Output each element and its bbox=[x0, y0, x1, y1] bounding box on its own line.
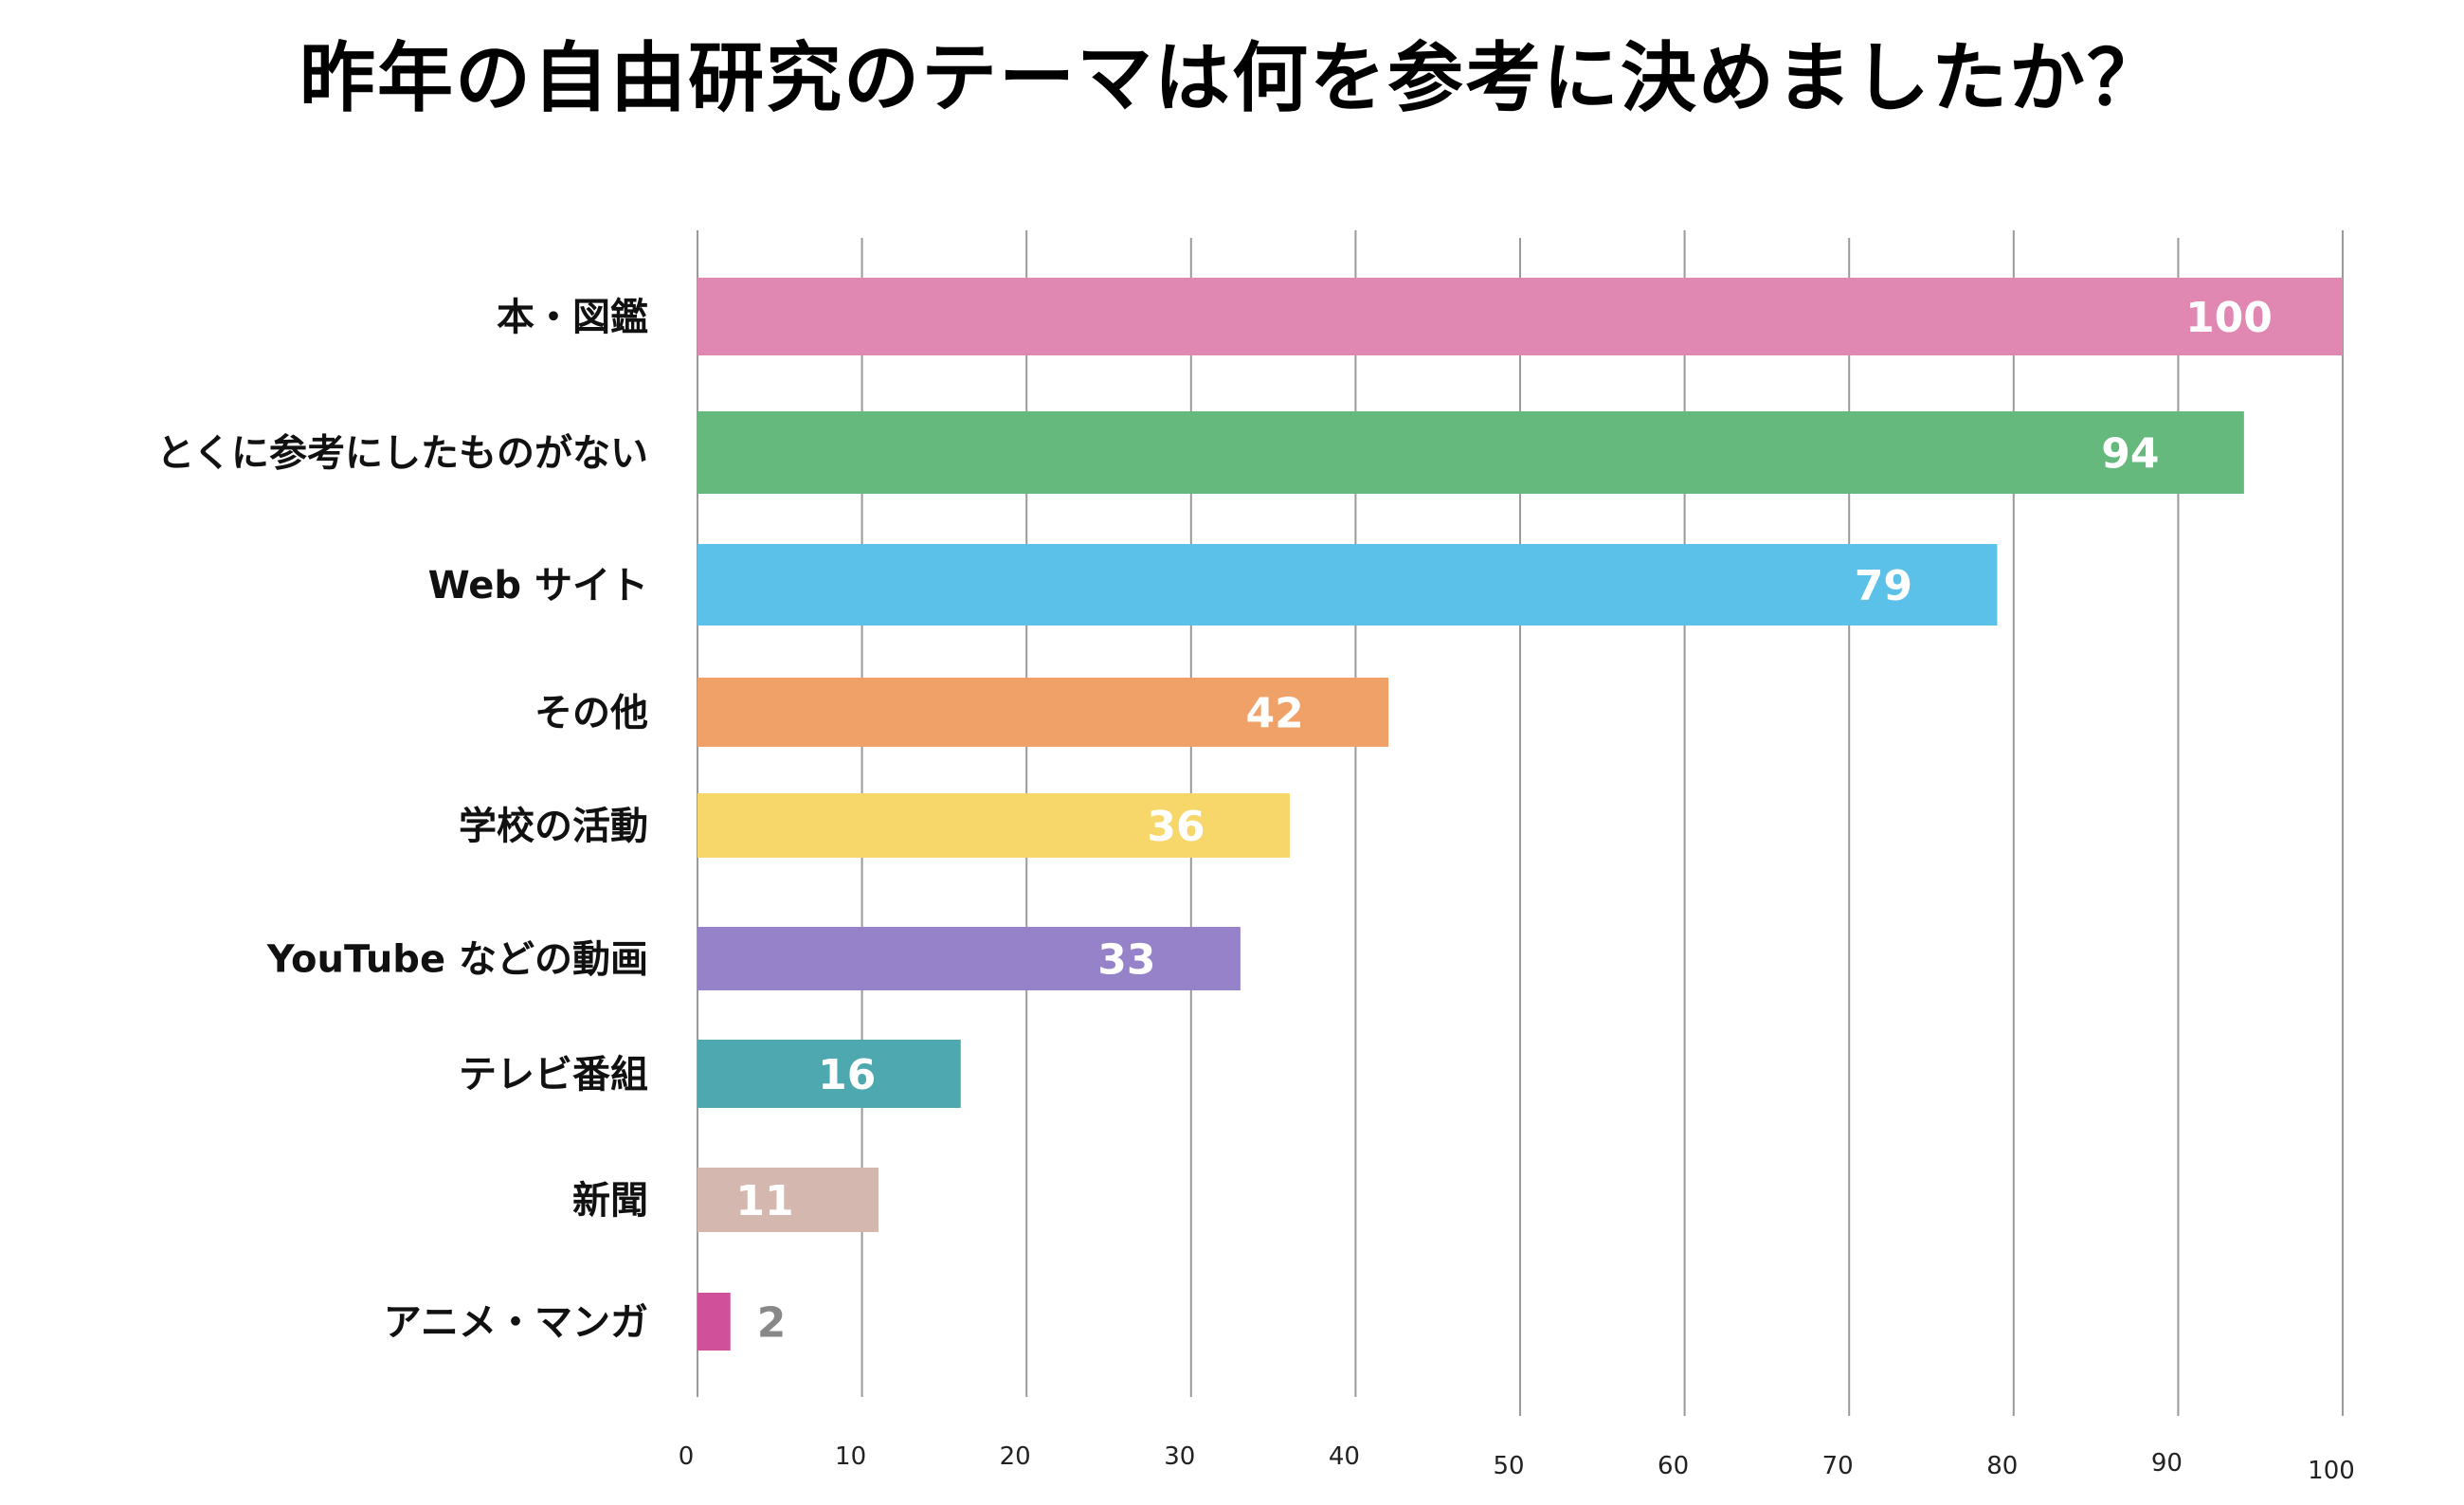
x-tick-label: 60 bbox=[1658, 1452, 1689, 1480]
x-tick-label: 10 bbox=[835, 1442, 866, 1471]
x-tick-label: 40 bbox=[1329, 1442, 1360, 1471]
data-label: 100 bbox=[2185, 294, 2273, 342]
category-label: YouTube などの動画 bbox=[266, 938, 648, 982]
chart-title: 昨年の自由研究のテーマは何を参考に決めましたか？ bbox=[299, 34, 2165, 122]
data-label: 79 bbox=[1855, 562, 1912, 610]
category-label: 学校の活動 bbox=[459, 805, 648, 848]
bar bbox=[698, 793, 1290, 858]
bar bbox=[698, 411, 2244, 494]
category-label: 本・図鑑 bbox=[497, 296, 648, 339]
category-label: Web サイト bbox=[428, 564, 648, 607]
x-tick-label: 80 bbox=[1986, 1452, 2018, 1480]
bar bbox=[698, 278, 2343, 355]
category-label: アニメ・マンガ bbox=[384, 1301, 648, 1345]
data-label: 42 bbox=[1246, 690, 1304, 738]
x-tick-label: 0 bbox=[679, 1442, 695, 1471]
data-label: 11 bbox=[735, 1177, 793, 1225]
x-tick-label: 30 bbox=[1164, 1442, 1195, 1471]
data-label: 16 bbox=[818, 1051, 876, 1099]
bar bbox=[698, 1040, 961, 1108]
category-label: 新聞 bbox=[572, 1179, 648, 1223]
x-tick-label: 70 bbox=[1822, 1452, 1854, 1480]
x-tick-label: 50 bbox=[1493, 1452, 1524, 1480]
data-label: 2 bbox=[757, 1299, 787, 1348]
category-label: とくに参考にしたものがない bbox=[156, 432, 648, 476]
bar bbox=[698, 678, 1389, 747]
bar bbox=[698, 927, 1241, 990]
data-label: 94 bbox=[2101, 430, 2159, 479]
bar bbox=[698, 1293, 731, 1351]
data-label: 36 bbox=[1147, 803, 1205, 851]
data-label: 33 bbox=[1097, 936, 1155, 985]
category-label: テレビ番組 bbox=[459, 1053, 648, 1097]
bar bbox=[698, 544, 1998, 626]
bar bbox=[698, 1168, 879, 1232]
x-tick-label: 100 bbox=[2308, 1457, 2355, 1485]
x-tick-label: 20 bbox=[1000, 1442, 1031, 1471]
x-tick-label: 90 bbox=[2151, 1449, 2183, 1478]
category-label: その他 bbox=[534, 692, 648, 735]
